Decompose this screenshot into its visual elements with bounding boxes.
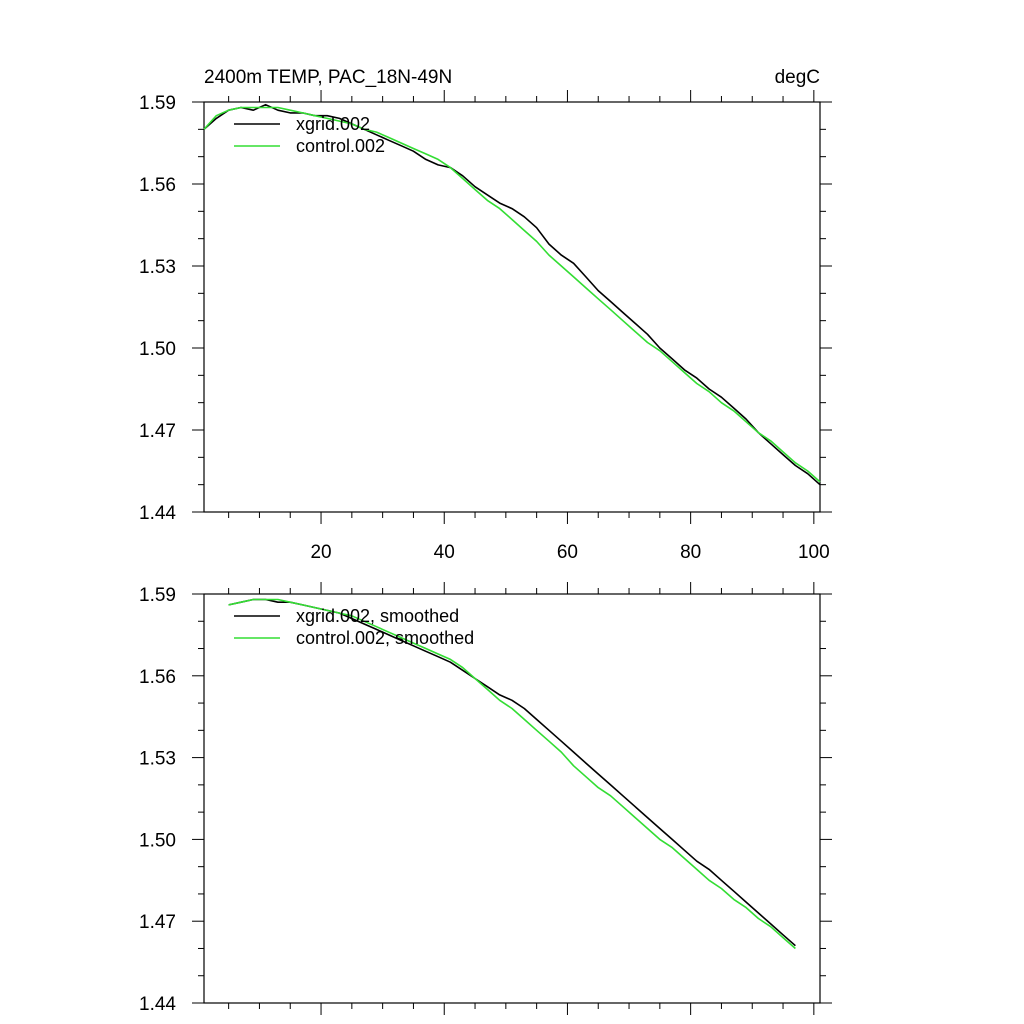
legend-label: xgrid.002, smoothed	[296, 606, 459, 626]
bottom-panel: 1.44 1.47 1.50 1.53 1.56 1.59 xgrid.002, smoot…	[139, 582, 832, 1015]
y-tick-label: 1.47	[139, 912, 176, 933]
y-tick-label: 1.59	[139, 93, 176, 114]
x-tick-label: 100	[798, 542, 830, 563]
legend-label: control.002	[296, 136, 385, 156]
x-tick-label: 40	[434, 542, 455, 563]
series-line-0	[203, 103, 821, 486]
series-line-1	[203, 106, 821, 483]
plot-frame	[203, 101, 821, 513]
legend-label: xgrid.002	[296, 114, 370, 134]
series-line-1	[228, 598, 796, 950]
series-line-0	[228, 598, 796, 947]
y-tick-label: 1.50	[139, 339, 176, 360]
y-tick-label: 1.47	[139, 421, 176, 442]
top-panel: 2400m TEMP, PAC_18N-49N degC 1.44 1.47 1.5…	[139, 67, 832, 563]
y-tick-label: 1.59	[139, 585, 176, 606]
x-tick-label: 80	[680, 542, 701, 563]
y-tick-label: 1.53	[139, 749, 176, 770]
chart-units: degC	[775, 67, 820, 88]
chart-title: 2400m TEMP, PAC_18N-49N	[204, 67, 452, 88]
y-tick-label: 1.44	[139, 503, 176, 524]
y-tick-label: 1.53	[139, 257, 176, 278]
plot-frame	[203, 593, 821, 1004]
legend-label: control.002, smoothed	[296, 628, 474, 648]
y-tick-label: 1.50	[139, 830, 176, 851]
y-tick-label: 1.56	[139, 175, 176, 196]
x-tick-label: 20	[310, 542, 331, 563]
y-tick-label: 1.44	[139, 994, 176, 1015]
y-tick-label: 1.56	[139, 667, 176, 688]
x-tick-label: 60	[557, 542, 578, 563]
